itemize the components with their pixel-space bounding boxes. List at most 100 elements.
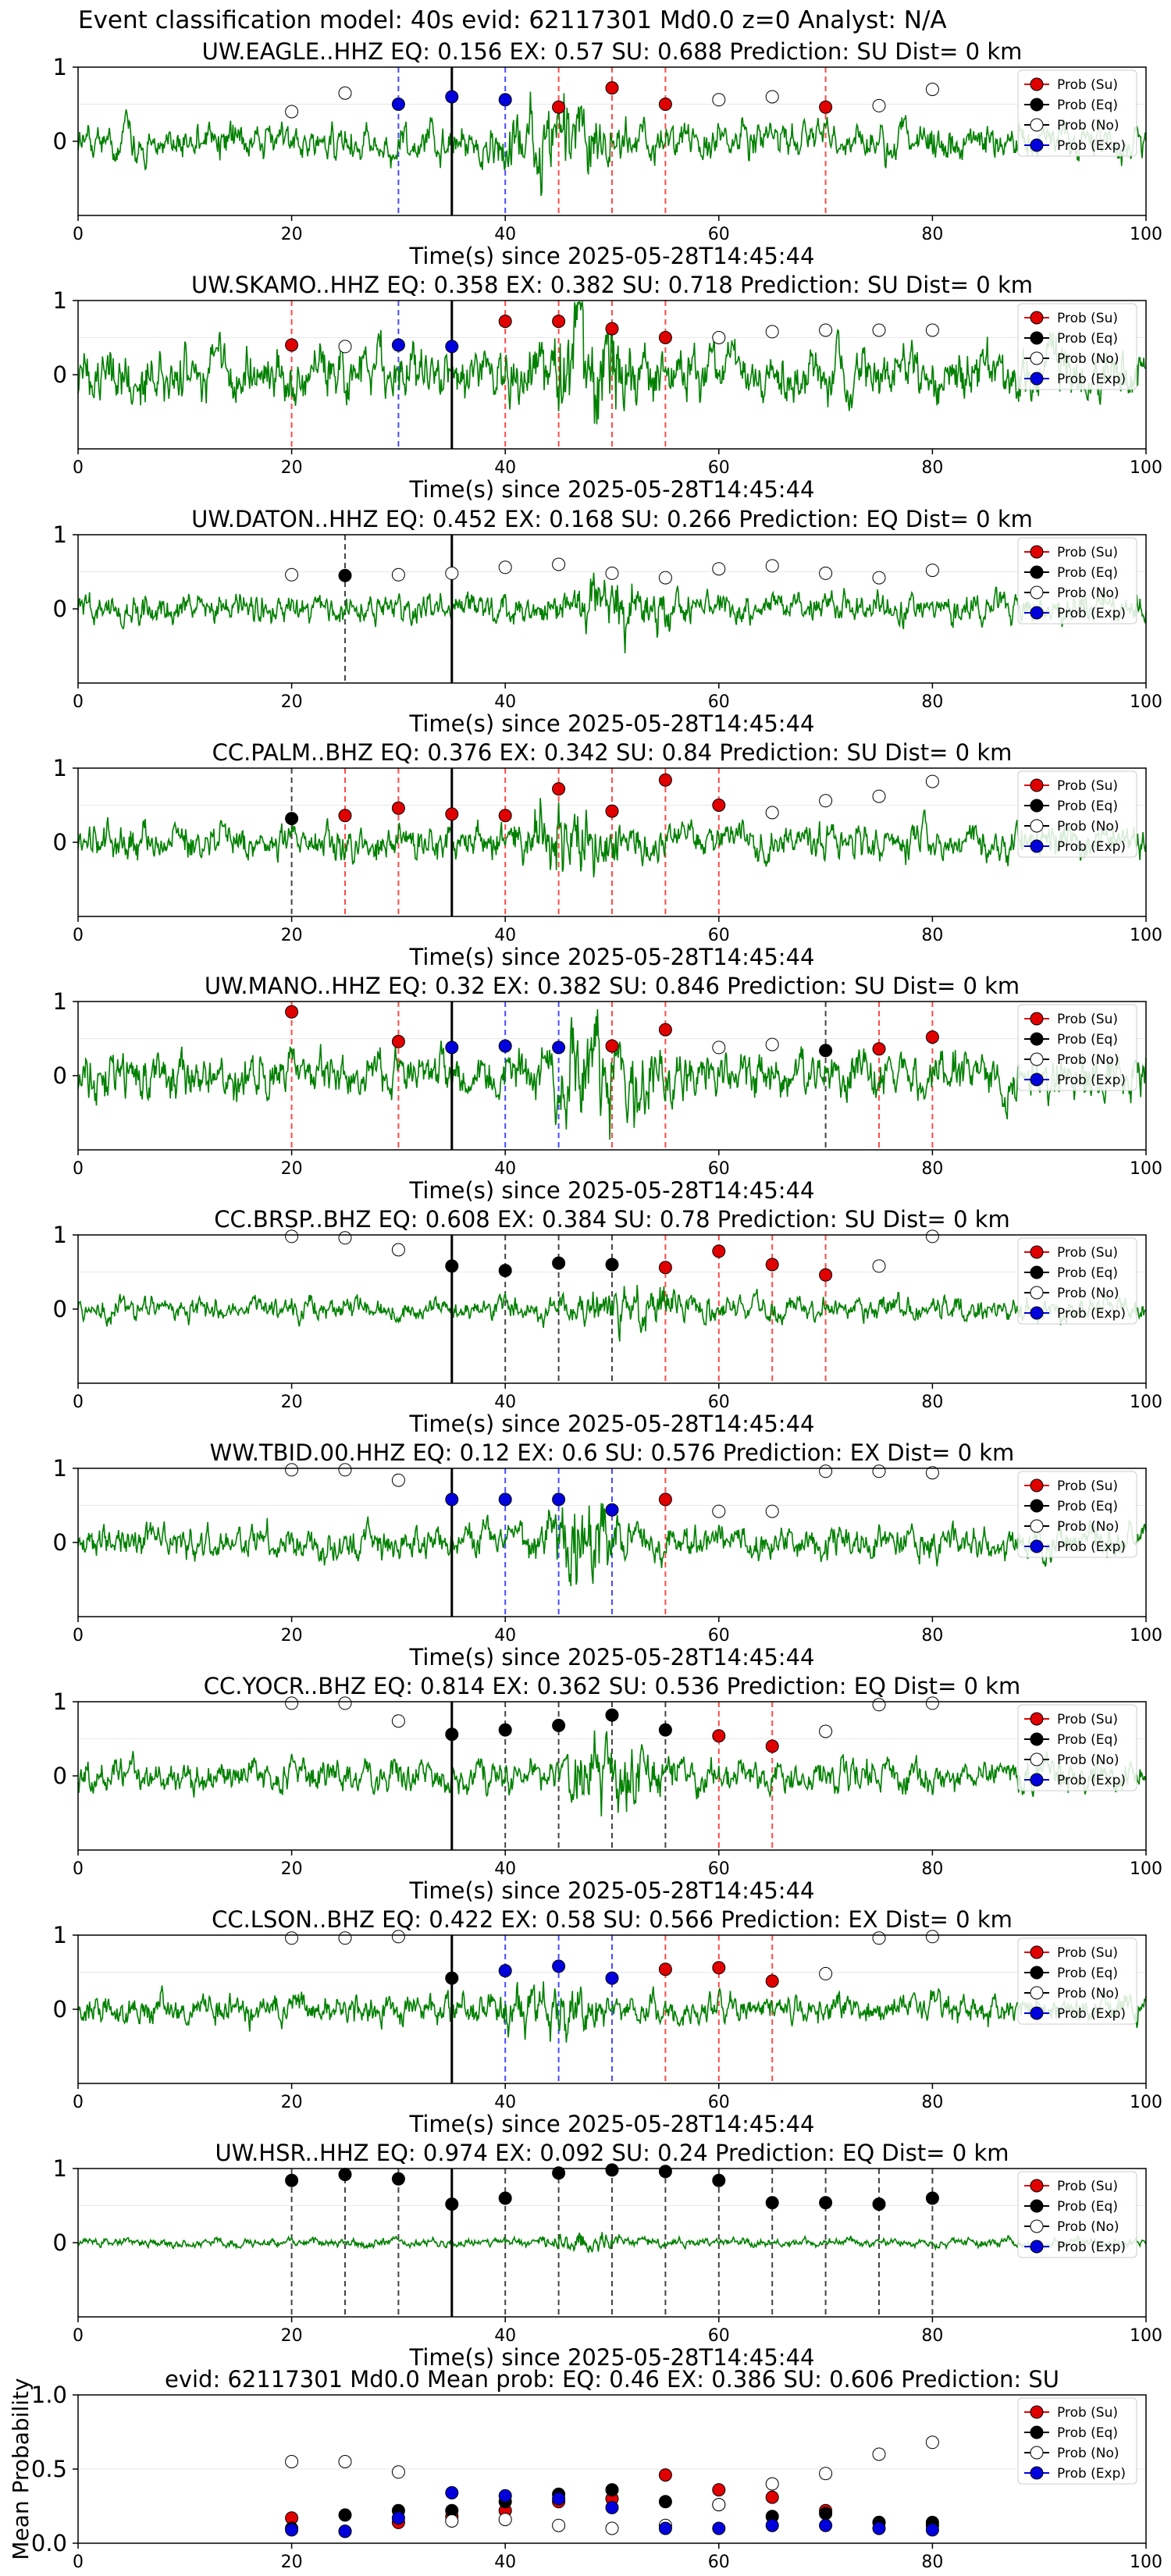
legend-marker-exp bbox=[1030, 1773, 1044, 1787]
prob-point-no bbox=[819, 1724, 833, 1738]
y-tick-label: 0.5 bbox=[31, 2456, 67, 2482]
legend-marker-eq bbox=[1030, 799, 1044, 813]
prob-point-eq bbox=[391, 2172, 405, 2186]
legend-label-eq: Prob (Eq) bbox=[1057, 799, 1118, 814]
prob-point-exp bbox=[765, 2518, 779, 2532]
y-tick-label: 1 bbox=[53, 1922, 67, 1948]
prob-point-no bbox=[819, 2467, 833, 2481]
prob-point-exp bbox=[605, 1503, 619, 1517]
legend-marker-no bbox=[1030, 351, 1044, 365]
y-tick-label: 0 bbox=[53, 1296, 67, 1322]
legend-label-no: Prob (No) bbox=[1057, 819, 1119, 834]
legend-marker-su bbox=[1030, 2179, 1044, 2193]
legend-marker-exp bbox=[1030, 1073, 1044, 1087]
prob-point-no bbox=[872, 323, 886, 337]
legend-label-eq: Prob (Eq) bbox=[1057, 1966, 1118, 1981]
prob-point-su bbox=[712, 1729, 726, 1743]
legend-marker-no bbox=[1030, 2446, 1044, 2460]
prob-point-no bbox=[872, 98, 886, 112]
legend-label-no: Prob (No) bbox=[1057, 1286, 1119, 1301]
legend-label-su: Prob (Su) bbox=[1057, 2179, 1118, 2194]
prob-point-eq bbox=[712, 2173, 726, 2187]
legend-label-no: Prob (No) bbox=[1057, 2446, 1119, 2461]
prob-point-eq bbox=[552, 2166, 566, 2180]
x-tick-label: 0 bbox=[73, 1393, 84, 1412]
y-tick-label: 0 bbox=[53, 361, 67, 388]
legend-box bbox=[1017, 1471, 1137, 1558]
prob-point-no bbox=[391, 1243, 405, 1257]
y-tick-label: 1 bbox=[53, 54, 67, 80]
legend-box bbox=[1017, 770, 1137, 858]
prob-point-no bbox=[498, 560, 512, 575]
prob-point-exp bbox=[605, 1971, 619, 1985]
station-panel-9: CC.LSON..BHZ EQ: 0.422 EX: 0.58 SU: 0.56… bbox=[53, 1906, 1162, 2137]
prob-point-su bbox=[391, 801, 405, 815]
prob-point-exp bbox=[712, 2521, 726, 2535]
prob-point-su bbox=[605, 81, 619, 95]
prob-point-su bbox=[658, 1962, 672, 1976]
prob-point-su bbox=[712, 2483, 726, 2497]
y-tick-label: 0.0 bbox=[31, 2530, 67, 2556]
legend-marker-su bbox=[1030, 1245, 1044, 1259]
panel-title: UW.SKAMO..HHZ EQ: 0.358 EX: 0.382 SU: 0.… bbox=[191, 272, 1033, 298]
legend: Prob (Su) Prob (Eq) Prob (No) Prob (Exp) bbox=[1017, 1237, 1137, 1325]
prob-point-eq bbox=[658, 1723, 672, 1737]
legend-marker-su bbox=[1030, 2405, 1044, 2419]
prob-point-su bbox=[765, 1258, 779, 1272]
prob-point-su bbox=[819, 1268, 833, 1282]
x-tick-label: 20 bbox=[281, 2553, 303, 2572]
y-tick-label: 1 bbox=[53, 521, 67, 548]
x-axis-label: Time(s) since 2025-05-28T14:45:44 bbox=[409, 1411, 815, 1437]
y-tick-label: 0 bbox=[53, 2229, 67, 2256]
prob-point-su bbox=[445, 807, 459, 821]
legend-marker-eq bbox=[1030, 331, 1044, 345]
prob-point-eq bbox=[338, 568, 352, 582]
prob-point-no bbox=[285, 105, 299, 119]
figure-suptitle: Event classification model: 40s evid: 62… bbox=[78, 6, 947, 34]
prob-point-no bbox=[819, 1966, 833, 1980]
prob-point-eq bbox=[445, 2197, 459, 2211]
mean-probability-panel: evid: 62117301 Md0.0 Mean prob: EQ: 0.46… bbox=[8, 2366, 1162, 2572]
x-tick-label: 40 bbox=[494, 2553, 516, 2572]
prob-point-su bbox=[658, 98, 672, 111]
prob-point-su bbox=[552, 782, 566, 796]
x-tick-label: 100 bbox=[1130, 225, 1162, 244]
x-tick-label: 60 bbox=[708, 1393, 730, 1412]
station-panel-10: UW.HSR..HHZ EQ: 0.974 EX: 0.092 SU: 0.24… bbox=[53, 2140, 1162, 2371]
prob-point-no bbox=[605, 2521, 619, 2535]
legend-label-eq: Prob (Eq) bbox=[1057, 1732, 1118, 1748]
legend-label-no: Prob (No) bbox=[1057, 1519, 1119, 1535]
x-tick-label: 60 bbox=[708, 1626, 730, 1646]
y-tick-label: 1 bbox=[53, 2155, 67, 2182]
waveform-trace bbox=[77, 1730, 1147, 1816]
prob-point-no bbox=[285, 1696, 299, 1710]
station-panel-6: CC.BRSP..BHZ EQ: 0.608 EX: 0.384 SU: 0.7… bbox=[53, 1206, 1162, 1437]
prob-point-no bbox=[285, 1229, 299, 1244]
prob-point-eq bbox=[658, 2495, 672, 2509]
legend-box bbox=[1017, 2171, 1137, 2258]
prob-point-exp bbox=[285, 2523, 299, 2537]
panel-title: CC.YOCR..BHZ EQ: 0.814 EX: 0.362 SU: 0.5… bbox=[204, 1673, 1020, 1699]
legend-label-no: Prob (No) bbox=[1057, 351, 1119, 367]
x-tick-label: 40 bbox=[494, 2093, 516, 2112]
prob-point-su bbox=[712, 1244, 726, 1258]
prob-point-no bbox=[765, 325, 779, 339]
prob-point-exp bbox=[445, 1493, 459, 1507]
legend-label-eq: Prob (Eq) bbox=[1057, 331, 1118, 347]
legend-label-no: Prob (No) bbox=[1057, 1986, 1119, 2001]
x-tick-label: 60 bbox=[708, 2093, 730, 2112]
prob-point-exp bbox=[552, 2492, 566, 2506]
legend-box bbox=[1017, 1704, 1137, 1791]
prob-point-su bbox=[658, 331, 672, 344]
prob-point-no bbox=[712, 331, 726, 344]
x-tick-label: 100 bbox=[1130, 1159, 1162, 1179]
legend: Prob (Su) Prob (Eq) Prob (No) Prob (Exp) bbox=[1017, 303, 1137, 390]
prob-point-su bbox=[552, 100, 566, 114]
legend-label-eq: Prob (Eq) bbox=[1057, 1265, 1118, 1281]
x-axis-label: Time(s) since 2025-05-28T14:45:44 bbox=[409, 476, 815, 503]
prob-point-no bbox=[925, 1229, 939, 1244]
prob-point-su bbox=[338, 809, 352, 823]
legend-label-no: Prob (No) bbox=[1057, 2219, 1119, 2235]
prob-point-eq bbox=[285, 812, 299, 826]
